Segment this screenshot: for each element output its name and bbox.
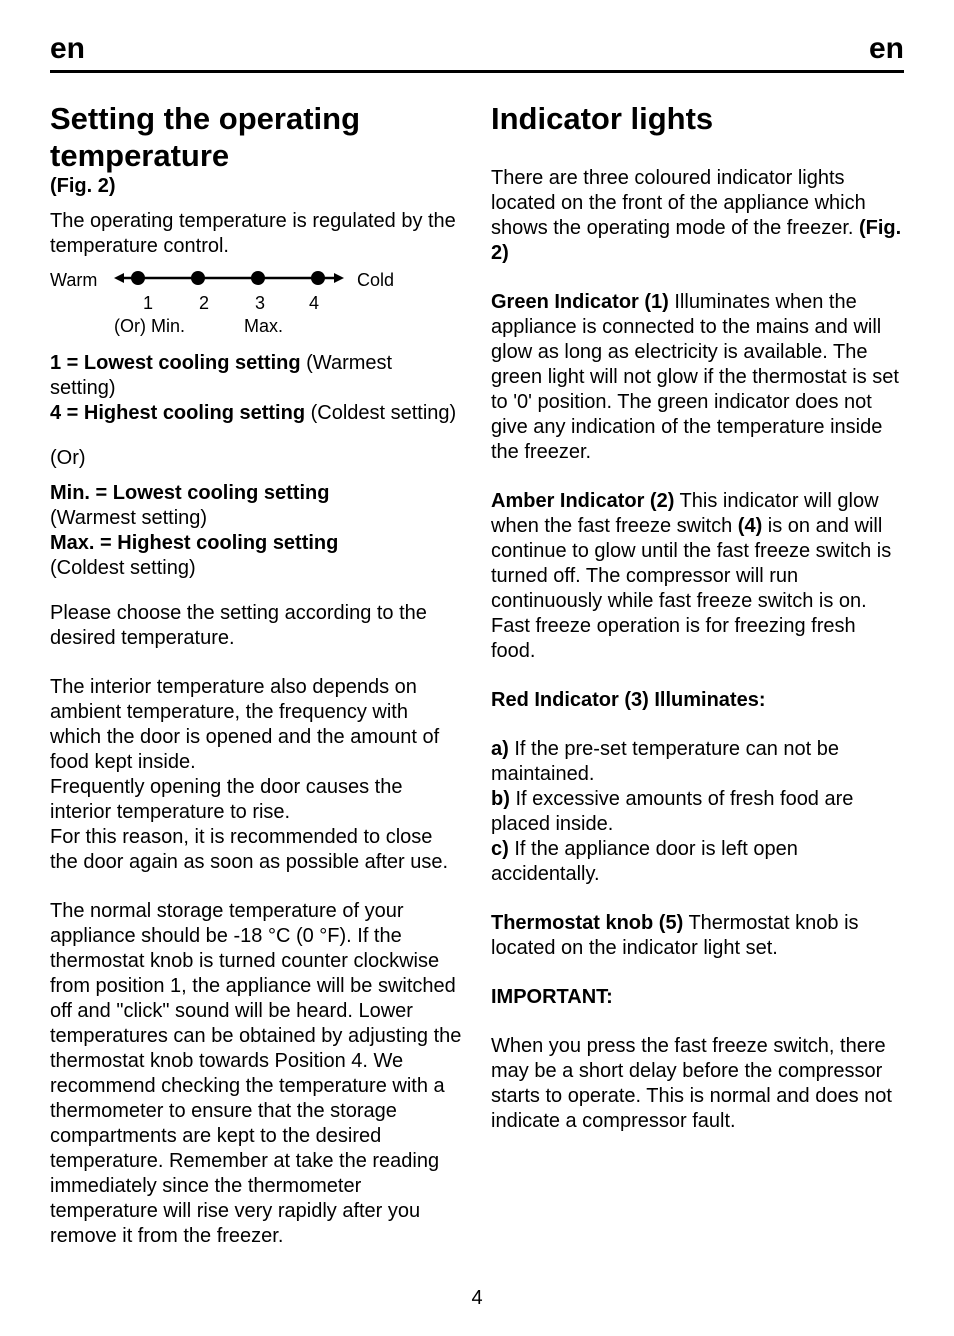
dial-max: Max. xyxy=(244,315,283,338)
intro-a: There are three coloured indicator light… xyxy=(491,167,866,239)
right-column: Indicator lights There are three coloure… xyxy=(491,101,904,1250)
amber-bold: Amber Indicator (2) xyxy=(491,490,674,512)
dial-num: 2 xyxy=(174,292,234,315)
figure-ref: (Fig. 2) xyxy=(50,174,463,199)
c-bold: c) xyxy=(491,838,509,860)
green-rest: Illuminates when the appliance is connec… xyxy=(491,291,899,463)
temperature-dial-diagram: Warm Cold 1 xyxy=(50,269,463,338)
left-column: Setting the operating temperature (Fig. … xyxy=(50,101,463,1250)
c-rest: If the appliance door is left open accid… xyxy=(491,838,798,885)
storage-para: The normal storage temperature of your a… xyxy=(50,899,463,1249)
max-rest: (Coldest setting) xyxy=(50,557,196,579)
legend4-bold: 4 = Highest cooling setting xyxy=(50,402,305,424)
thermo-bold: Thermostat knob (5) xyxy=(491,912,683,934)
header-bar: en en xyxy=(50,30,904,73)
red-b: b) If excessive amounts of fresh food ar… xyxy=(491,787,904,837)
dial-numbers: 1 2 3 4 xyxy=(122,292,342,315)
dial-num: 3 xyxy=(234,292,286,315)
min-bold: Min. = Lowest cooling setting xyxy=(50,482,329,504)
thermostat-knob: Thermostat knob (5) Thermostat knob is l… xyxy=(491,911,904,961)
green-bold: Green Indicator (1) xyxy=(491,291,669,313)
red-c: c) If the appliance door is left open ac… xyxy=(491,837,904,887)
green-indicator: Green Indicator (1) Illuminates when the… xyxy=(491,290,904,465)
amber-rest-b: is on and will continue to glow until th… xyxy=(491,515,891,662)
depends-p1: The interior temperature also depends on… xyxy=(50,675,463,775)
content-columns: Setting the operating temperature (Fig. … xyxy=(50,101,904,1250)
depends-p3: For this reason, it is recommended to cl… xyxy=(50,825,463,875)
legend4-rest: (Coldest setting) xyxy=(305,402,456,424)
section-title-right: Indicator lights xyxy=(491,101,904,137)
red-a: a) If the pre-set temperature can not be… xyxy=(491,737,904,787)
lang-code-right: en xyxy=(869,30,904,68)
page-number: 4 xyxy=(50,1286,904,1311)
amber-mid-bold: (4) xyxy=(738,515,762,537)
dial-num: 1 xyxy=(122,292,174,315)
min-max-block: Min. = Lowest cooling setting (Warmest se… xyxy=(50,481,463,581)
dial-warm-label: Warm xyxy=(50,269,114,292)
a-rest: If the pre-set temperature can not be ma… xyxy=(491,738,839,785)
depends-p2: Frequently opening the door causes the i… xyxy=(50,775,463,825)
min-rest: (Warmest setting) xyxy=(50,507,207,529)
a-bold: a) xyxy=(491,738,509,760)
red-head: Red Indicator (3) Illuminates: xyxy=(491,688,904,713)
important-head: IMPORTANT: xyxy=(491,985,904,1010)
section-title-line1: Setting the operating xyxy=(50,101,463,137)
intro-para: The operating temperature is regulated b… xyxy=(50,209,463,259)
section-title-line2: temperature xyxy=(50,138,463,174)
important-body: When you press the fast freeze switch, t… xyxy=(491,1034,904,1134)
right-intro: There are three coloured indicator light… xyxy=(491,166,904,266)
b-rest: If excessive amounts of fresh food are p… xyxy=(491,788,853,835)
max-bold: Max. = Highest cooling setting xyxy=(50,532,338,554)
b-bold: b) xyxy=(491,788,510,810)
amber-indicator: Amber Indicator (2) This indicator will … xyxy=(491,489,904,664)
legend1-bold: 1 = Lowest cooling setting xyxy=(50,352,301,374)
or-label: (Or) xyxy=(50,446,463,471)
choose-para: Please choose the setting according to t… xyxy=(50,601,463,651)
dial-svg xyxy=(114,269,344,293)
lang-code-left: en xyxy=(50,30,85,68)
dial-or-min: (Or) Min. xyxy=(114,315,244,338)
dial-num: 4 xyxy=(286,292,342,315)
legend-1: 1 = Lowest cooling setting (Warmest sett… xyxy=(50,351,463,426)
dial-cold-label: Cold xyxy=(344,269,394,292)
content-wrap: Setting the operating temperature (Fig. … xyxy=(50,101,904,1311)
